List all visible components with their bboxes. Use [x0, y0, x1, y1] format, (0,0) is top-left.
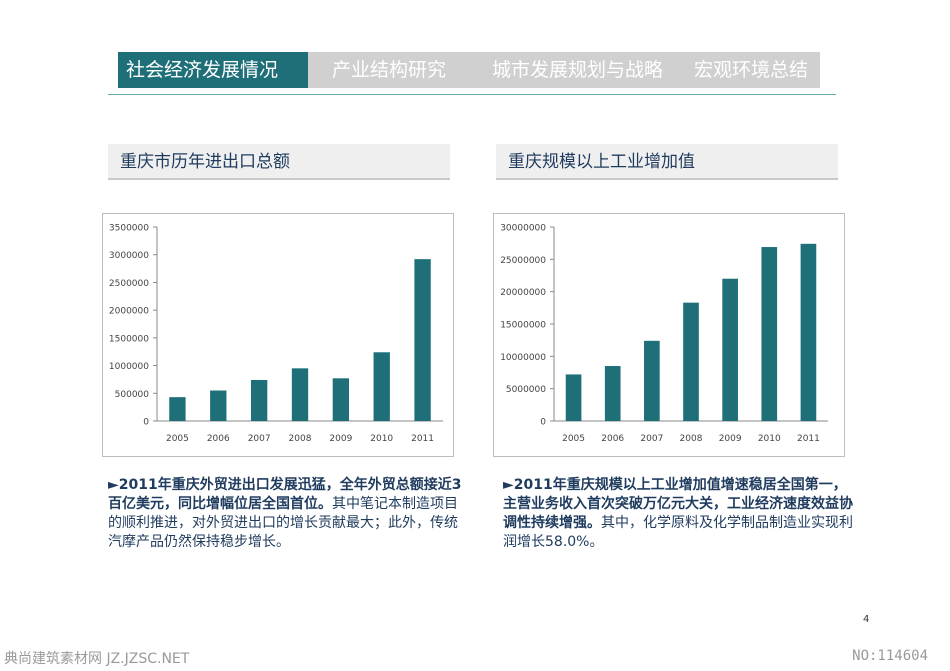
- y-tick-label: 2000000: [109, 307, 149, 317]
- bar-2011: [800, 243, 817, 421]
- bar-2009: [722, 278, 738, 421]
- y-tick-label: 1000000: [109, 362, 149, 372]
- y-tick-label: 1500000: [109, 334, 149, 344]
- x-tick-label: 2009: [719, 434, 742, 444]
- tab-macro-summary[interactable]: 宏观环境总结: [694, 59, 809, 81]
- bar-2007: [250, 379, 268, 421]
- x-tick-label: 2008: [680, 434, 703, 444]
- y-tick-label: 0: [540, 418, 546, 428]
- page-number: 4: [863, 614, 870, 625]
- y-tick-label: 20000000: [500, 288, 546, 298]
- tab-urban-planning[interactable]: 城市发展规划与战略: [492, 59, 664, 81]
- x-tick-label: 2006: [601, 434, 624, 444]
- top-nav: 社会经济发展情况 产业结构研究 城市发展规划与战略 宏观环境总结: [118, 52, 820, 88]
- trade-chart-svg: 0 500000 1000000 1500000 2000000 2500000 30000…: [109, 224, 443, 444]
- x-tick-label: 2006: [207, 434, 230, 444]
- y-tick-label: 15000000: [500, 321, 546, 331]
- y-tick-label: 5000000: [506, 385, 546, 395]
- bar-2010: [761, 247, 778, 421]
- x-tick-label: 2011: [797, 434, 820, 444]
- bar-2006: [210, 390, 227, 421]
- trade-description-rest: 其中笔记本制造项目的顺利推进，对外贸进出口的增长贡献最大；此外，传统汽摩产品仍然…: [108, 496, 458, 550]
- x-tick-label: 2010: [370, 434, 393, 444]
- bar-2008: [291, 368, 309, 421]
- bar-2010: [373, 352, 390, 421]
- y-tick-label: 30000000: [500, 224, 546, 234]
- industry-description: ►2011年重庆规模以上工业增加值增速稳居全国第一，主营业务收入首次突破万亿元大…: [503, 476, 859, 552]
- tab-industry-structure[interactable]: 产业结构研究: [332, 59, 447, 81]
- bar-2007: [644, 340, 660, 421]
- bar-2005: [169, 397, 186, 421]
- x-tick-label: 2008: [289, 434, 312, 444]
- trade-description: ►2011年重庆外贸进出口发展迅猛，全年外贸总额接近3百亿美元，同比增幅位居全国…: [108, 476, 464, 552]
- x-tick-label: 2010: [758, 434, 781, 444]
- footer-watermark: 典尚建筑素材网 JZ.JZSC.NET: [4, 651, 190, 667]
- bar-2011: [414, 259, 431, 421]
- bar-2005: [565, 374, 582, 421]
- industry-description-rest: 其中，化学原料及化学制品制造业实现利润增长58.0%。: [503, 515, 853, 550]
- tab-social-economy[interactable]: 社会经济发展情况: [118, 52, 308, 88]
- y-tick-label: 25000000: [500, 256, 546, 266]
- section-title-industry: 重庆规模以上工业增加值: [496, 144, 838, 180]
- footer-id: NO:114604: [852, 648, 928, 664]
- x-tick-label: 2011: [411, 434, 434, 444]
- y-tick-label: 2500000: [109, 279, 149, 289]
- bar-2008: [683, 302, 699, 421]
- y-tick-label: 500000: [115, 390, 150, 400]
- nav-divider: [108, 94, 836, 95]
- industry-chart: 0 5000000 10000000 15000000 20000000 25000000…: [493, 213, 845, 457]
- y-tick-label: 3000000: [109, 251, 149, 261]
- industry-description-bold: ►2011年重庆规模以上工业增加值增速稳居全国第一，主营业务收入首次突破万亿元大…: [503, 477, 853, 531]
- bar-2009: [332, 378, 350, 421]
- y-tick-label: 0: [143, 418, 149, 428]
- trade-chart: 0 500000 1000000 1500000 2000000 2500000 30000…: [102, 213, 454, 457]
- trade-description-bold: ►2011年重庆外贸进出口发展迅猛，全年外贸总额接近3百亿美元，同比增幅位居全国…: [108, 477, 462, 512]
- y-tick-label: 3500000: [109, 224, 149, 234]
- x-tick-label: 2007: [640, 434, 663, 444]
- section-title-trade: 重庆市历年进出口总额: [108, 144, 450, 180]
- bar-2006: [604, 366, 621, 421]
- x-tick-label: 2009: [329, 434, 352, 444]
- y-tick-label: 10000000: [500, 353, 546, 363]
- x-tick-label: 2005: [166, 434, 189, 444]
- x-tick-label: 2007: [248, 434, 271, 444]
- industry-chart-svg: 0 5000000 10000000 15000000 20000000 25000000…: [500, 224, 828, 444]
- x-tick-label: 2005: [562, 434, 585, 444]
